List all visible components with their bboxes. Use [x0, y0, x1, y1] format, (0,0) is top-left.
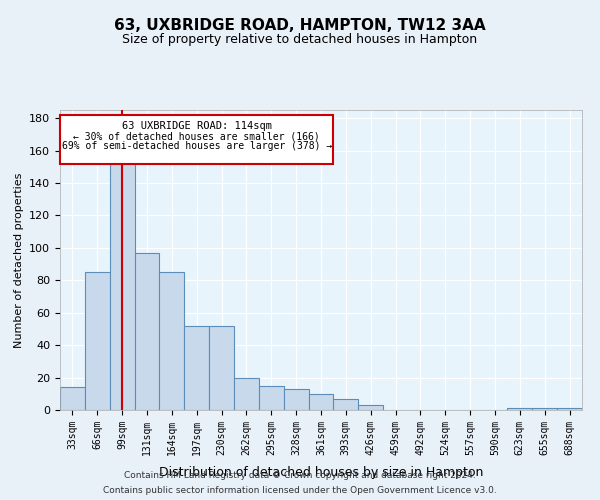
Bar [358, 405, 383, 410]
Text: Contains HM Land Registry data © Crown copyright and database right 2024.: Contains HM Land Registry data © Crown c… [124, 471, 476, 480]
X-axis label: Distribution of detached houses by size in Hampton: Distribution of detached houses by size … [159, 466, 483, 479]
Bar [508, 408, 532, 410]
Bar [85, 272, 110, 410]
Text: Size of property relative to detached houses in Hampton: Size of property relative to detached ho… [122, 32, 478, 46]
Bar [234, 378, 259, 410]
Y-axis label: Number of detached properties: Number of detached properties [14, 172, 23, 348]
Text: 63 UXBRIDGE ROAD: 114sqm: 63 UXBRIDGE ROAD: 114sqm [122, 122, 272, 132]
Bar [334, 398, 358, 410]
Bar [60, 388, 85, 410]
Bar [160, 272, 184, 410]
Text: 63, UXBRIDGE ROAD, HAMPTON, TW12 3AA: 63, UXBRIDGE ROAD, HAMPTON, TW12 3AA [114, 18, 486, 32]
Bar [308, 394, 334, 410]
Bar [134, 252, 160, 410]
Bar [557, 408, 582, 410]
Text: 69% of semi-detached houses are larger (378) →: 69% of semi-detached houses are larger (… [62, 141, 332, 151]
Bar [532, 408, 557, 410]
Bar [184, 326, 209, 410]
Text: ← 30% of detached houses are smaller (166): ← 30% of detached houses are smaller (16… [73, 131, 320, 141]
Bar [110, 141, 134, 410]
Bar [284, 389, 308, 410]
Bar [259, 386, 284, 410]
Text: Contains public sector information licensed under the Open Government Licence v3: Contains public sector information licen… [103, 486, 497, 495]
Bar [209, 326, 234, 410]
FancyBboxPatch shape [60, 115, 334, 164]
